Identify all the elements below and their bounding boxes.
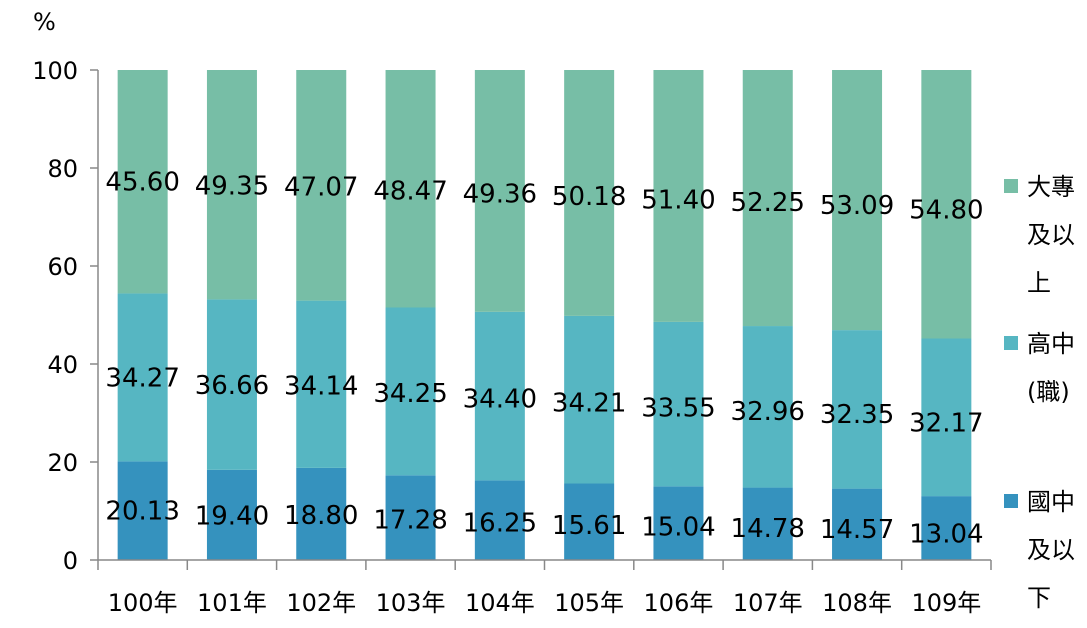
bar-segment <box>832 330 883 489</box>
data-label: 33.55 <box>641 394 715 424</box>
x-tick-label: 108年 <box>822 589 892 617</box>
legend-swatch <box>1004 336 1018 350</box>
y-tick-label: 0 <box>63 547 78 575</box>
bar-segment <box>564 70 615 316</box>
bar-segment <box>742 487 793 560</box>
bar-segment <box>206 70 257 300</box>
y-axis-ticks: 0 20 40 60 80 100 <box>32 57 98 575</box>
x-tick-label: 104年 <box>465 589 535 617</box>
data-label: 14.78 <box>731 514 805 544</box>
legend-swatch <box>1004 179 1018 193</box>
x-tick-label: 100年 <box>108 589 178 617</box>
data-label: 32.96 <box>731 397 805 427</box>
bar-segment <box>921 496 972 560</box>
x-tick-label: 109年 <box>911 589 981 617</box>
x-tick-label: 101年 <box>197 589 267 617</box>
y-tick-label: 20 <box>47 449 78 477</box>
bar-segment <box>832 488 883 560</box>
data-label: 53.09 <box>820 191 894 221</box>
legend-label: 上 <box>1027 269 1051 297</box>
bar-segment <box>921 338 972 497</box>
data-label: 52.25 <box>731 188 805 218</box>
data-label: 14.57 <box>820 515 894 545</box>
data-label: 34.27 <box>105 363 179 393</box>
bars-layer <box>117 70 972 560</box>
legend-label: (職) <box>1027 378 1070 406</box>
bar-segment <box>117 293 168 462</box>
legend-swatch <box>1004 494 1018 508</box>
bar-segment <box>742 326 793 488</box>
bar-segment <box>742 70 793 327</box>
y-tick-label: 40 <box>47 351 78 379</box>
bar-segment <box>117 461 168 560</box>
bar-segment <box>206 299 257 470</box>
data-label: 19.40 <box>195 502 269 532</box>
data-label: 34.40 <box>463 385 537 415</box>
bar-segment <box>564 315 615 484</box>
data-label: 15.04 <box>641 513 715 543</box>
data-label: 32.17 <box>909 409 983 439</box>
legend-label: 高中 <box>1027 330 1075 358</box>
bar-segment <box>385 475 436 560</box>
bar-segment <box>385 307 436 476</box>
bar-segment <box>296 467 347 560</box>
data-label: 47.07 <box>284 173 358 203</box>
data-label: 34.14 <box>284 371 358 401</box>
x-axis-ticks: 100年 101年 102年 103年 104年 105年 106年 107年 108年 109年 <box>97 560 992 617</box>
legend-label: 大專 <box>1027 173 1075 201</box>
bar-segment <box>385 70 436 308</box>
y-tick-label: 80 <box>47 155 78 183</box>
data-label: 16.25 <box>463 509 537 539</box>
bar-segment <box>474 311 525 481</box>
data-label: 17.28 <box>373 505 447 535</box>
legend-label: 下 <box>1027 584 1051 612</box>
x-tick-label: 103年 <box>376 589 446 617</box>
bar-segment <box>206 469 257 560</box>
data-label: 48.47 <box>373 177 447 207</box>
y-axis-unit-label: % <box>33 8 56 36</box>
data-label: 54.80 <box>909 196 983 226</box>
y-tick-label: 60 <box>47 253 78 281</box>
data-label: 13.04 <box>909 519 983 549</box>
data-label: 36.66 <box>195 371 269 401</box>
bar-segment <box>564 483 615 560</box>
data-labels-layer: 20.13 34.27 45.60 19.40 36.66 49.35 18.80 34.14… <box>105 168 983 550</box>
x-tick-label: 105年 <box>554 589 624 617</box>
data-label: 49.35 <box>195 171 269 201</box>
data-label: 34.21 <box>552 389 626 419</box>
bar-segment <box>117 70 168 294</box>
data-label: 45.60 <box>105 168 179 198</box>
x-tick-label: 106年 <box>644 589 714 617</box>
data-label: 18.80 <box>284 501 358 531</box>
bar-segment <box>653 486 704 560</box>
x-tick-label: 107年 <box>733 589 803 617</box>
bar-segment <box>474 480 525 560</box>
data-label: 50.18 <box>552 182 626 212</box>
data-label: 15.61 <box>552 511 626 541</box>
bar-segment <box>921 70 972 339</box>
data-label: 49.36 <box>463 179 537 209</box>
data-label: 51.40 <box>641 186 715 216</box>
legend-label: 國中 <box>1027 488 1075 516</box>
legend-label: 及以 <box>1027 221 1075 249</box>
data-label: 32.35 <box>820 400 894 430</box>
bar-segment <box>296 300 347 468</box>
bar-segment <box>653 70 704 322</box>
bar-segment <box>653 321 704 487</box>
legend-label: 及以 <box>1027 536 1075 564</box>
bar-segment <box>474 70 525 312</box>
x-tick-label: 102年 <box>286 589 356 617</box>
bar-segment <box>832 70 883 331</box>
data-label: 34.25 <box>373 379 447 409</box>
bar-segment <box>296 70 347 301</box>
data-label: 20.13 <box>105 497 179 527</box>
y-tick-label: 100 <box>32 57 78 85</box>
